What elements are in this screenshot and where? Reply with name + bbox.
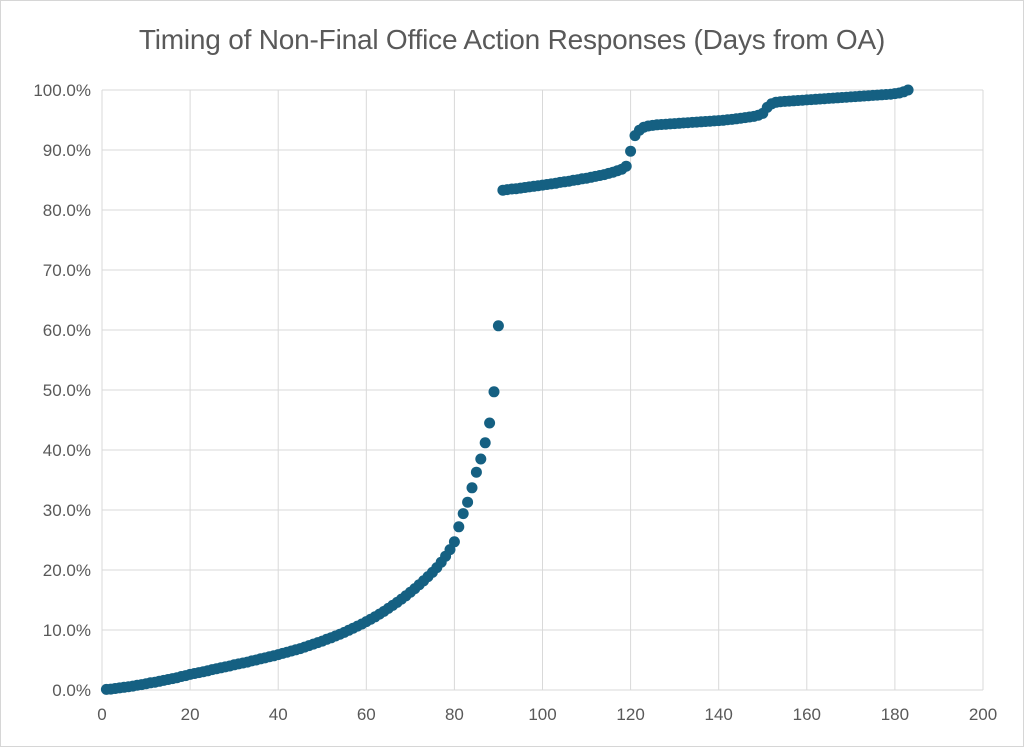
y-tick-label: 90.0% xyxy=(43,141,91,160)
data-point xyxy=(466,482,478,494)
x-tick-label: 120 xyxy=(616,705,644,724)
y-tick-label: 0.0% xyxy=(52,681,91,700)
data-point xyxy=(488,386,500,398)
x-tick-label: 200 xyxy=(969,705,997,724)
data-point xyxy=(902,84,914,96)
x-tick-label: 160 xyxy=(793,705,821,724)
y-tick-label: 100.0% xyxy=(33,81,91,100)
y-tick-label: 60.0% xyxy=(43,321,91,340)
data-point xyxy=(625,145,637,157)
data-point xyxy=(492,320,504,332)
data-point xyxy=(475,453,487,465)
data-point xyxy=(620,160,632,172)
data-point xyxy=(453,521,465,533)
x-tick-label: 100 xyxy=(528,705,556,724)
data-point xyxy=(462,496,474,508)
y-tick-label: 30.0% xyxy=(43,501,91,520)
y-tick-label: 10.0% xyxy=(43,621,91,640)
x-tick-label: 60 xyxy=(357,705,376,724)
x-tick-label: 0 xyxy=(97,705,106,724)
data-point xyxy=(470,466,482,478)
x-tick-label: 80 xyxy=(445,705,464,724)
y-tick-label: 20.0% xyxy=(43,561,91,580)
x-tick-label: 40 xyxy=(269,705,288,724)
data-point xyxy=(479,437,491,449)
y-tick-label: 70.0% xyxy=(43,261,91,280)
y-tick-label: 40.0% xyxy=(43,441,91,460)
chart-title: Timing of Non-Final Office Action Respon… xyxy=(138,24,886,55)
data-point xyxy=(457,508,469,520)
data-point xyxy=(448,536,460,548)
y-tick-label: 80.0% xyxy=(43,201,91,220)
x-tick-label: 140 xyxy=(705,705,733,724)
x-tick-label: 20 xyxy=(181,705,200,724)
x-tick-label: 180 xyxy=(881,705,909,724)
data-point xyxy=(484,417,496,429)
y-tick-label: 50.0% xyxy=(43,381,91,400)
